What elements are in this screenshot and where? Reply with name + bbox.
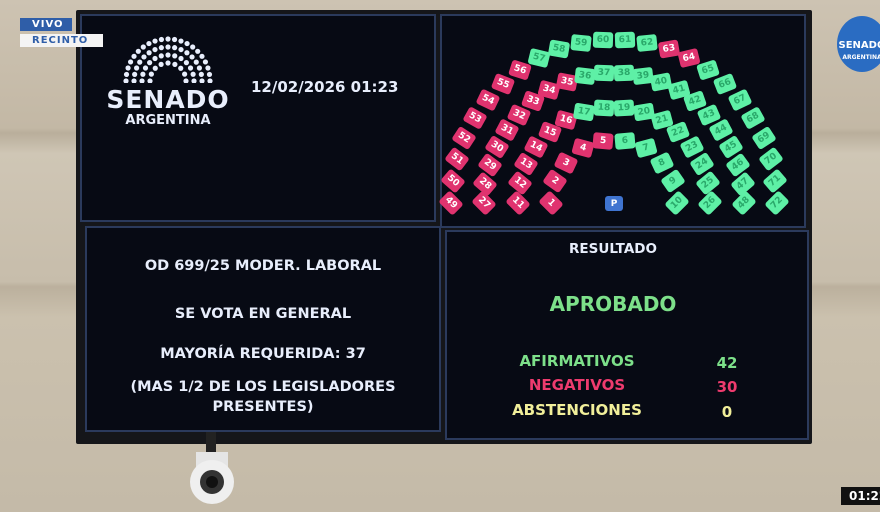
result-heading: RESULTADO <box>569 241 657 257</box>
senado-logo: SENADO ARGENTINA <box>104 35 232 129</box>
seat-60: 60 <box>592 32 614 49</box>
seat-5: 5 <box>592 132 614 150</box>
logo-line2: ARGENTINA <box>125 113 211 128</box>
seat-17: 17 <box>573 102 596 122</box>
abstenciones-count: 0 <box>721 403 733 421</box>
negativos-count: 30 <box>716 378 738 396</box>
seat-59: 59 <box>570 34 592 53</box>
afirmativos-label: AFIRMATIVOS <box>519 352 635 370</box>
datetime: 12/02/2026 01:23 <box>251 78 399 96</box>
seat-18: 18 <box>593 99 615 117</box>
majority-note-1: (MAS 1/2 DE LOS LEGISLADORES <box>130 379 396 395</box>
seat-19: 19 <box>613 99 635 117</box>
location-badge: RECINTO <box>20 34 103 47</box>
clock: 01:22 <box>841 487 880 505</box>
motion-panel <box>85 226 441 432</box>
camera-icon <box>190 432 234 504</box>
negativos-label: NEGATIVOS <box>528 376 626 394</box>
majority-note-2: PRESENTES) <box>212 399 314 415</box>
header-panel <box>80 14 436 222</box>
abstenciones-label: ABSTENCIONES <box>512 401 642 419</box>
live-badge: VIVO <box>20 18 72 31</box>
seat-61: 61 <box>614 32 636 49</box>
motion-title: OD 699/25 MODER. LABORAL <box>144 258 382 274</box>
seat-36: 36 <box>574 67 596 86</box>
seat-6: 6 <box>614 132 636 150</box>
president-seat: P <box>605 196 623 211</box>
vote-type: SE VOTA EN GENERAL <box>174 306 352 322</box>
seat-38: 38 <box>613 64 634 82</box>
afirmativos-count: 42 <box>716 354 738 372</box>
result-outcome: APROBADO <box>549 292 677 316</box>
seat-62: 62 <box>636 34 658 53</box>
hemicycle-logo-icon <box>123 36 213 84</box>
required-majority: MAYORÍA REQUERIDA: 37 <box>160 346 366 362</box>
seat-37: 37 <box>593 64 615 82</box>
result-panel <box>445 230 809 440</box>
logo-line1: SENADO <box>106 85 230 114</box>
